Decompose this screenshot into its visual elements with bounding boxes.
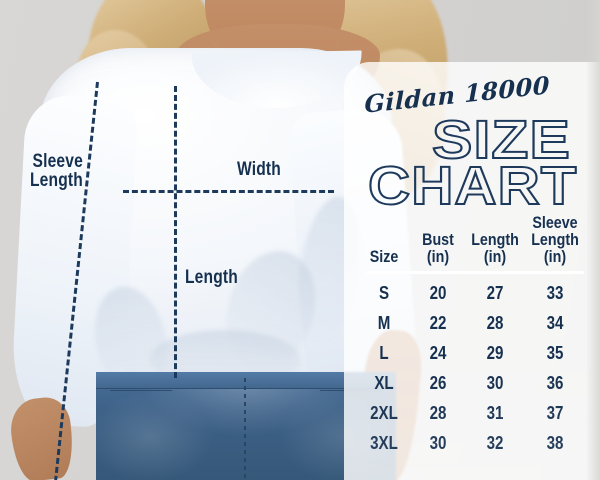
cell-sleeve: 36 — [546, 373, 564, 393]
size-chart-panel: Gildan 18000 SIZE CHART Size Bust (in) L… — [344, 62, 600, 480]
cell-size: XL — [374, 373, 394, 393]
cell-bust: 22 — [429, 313, 447, 333]
chart-title-chart: CHART — [367, 156, 578, 216]
cell-length: 30 — [486, 373, 504, 393]
cell-size: 3XL — [370, 433, 398, 453]
length-guide-line — [174, 86, 177, 378]
cell-size: 2XL — [370, 403, 398, 423]
cell-length: 28 — [486, 313, 504, 333]
table-row: 3XL 30 32 38 — [358, 433, 586, 454]
cell-length: 32 — [486, 433, 504, 453]
cell-sleeve: 34 — [546, 313, 564, 333]
cell-length: 31 — [486, 403, 504, 423]
cell-size: S — [378, 283, 390, 303]
column-header-size: Size — [369, 247, 399, 266]
cell-sleeve: 37 — [546, 403, 564, 423]
table-row: XL 26 30 36 — [358, 373, 586, 394]
cell-sleeve: 35 — [546, 343, 564, 363]
cell-size: L — [379, 343, 389, 363]
width-label: Width — [237, 159, 281, 180]
cell-sleeve: 33 — [546, 283, 564, 303]
cell-bust: 28 — [429, 403, 447, 423]
size-table: Size Bust (in) Length (in) Sleeve Length… — [358, 214, 586, 454]
table-row: M 22 28 34 — [358, 313, 586, 334]
table-row: 2XL 28 31 37 — [358, 403, 586, 424]
cell-size: M — [377, 313, 391, 333]
cell-length: 27 — [486, 283, 504, 303]
column-header-sleeve-length: Sleeve Length (in) — [531, 213, 579, 266]
right-edge-fade — [586, 0, 600, 480]
cell-bust: 26 — [429, 373, 447, 393]
cell-sleeve: 38 — [546, 433, 564, 453]
table-row: S 20 27 33 — [358, 283, 586, 304]
column-header-bust: Bust (in) — [422, 230, 454, 266]
denim-fly-seam — [244, 378, 246, 480]
denim-waistband — [96, 372, 396, 389]
header-divider — [366, 271, 584, 274]
length-label: Length — [185, 267, 238, 288]
denim-pocket-left — [110, 390, 172, 425]
column-header-length: Length (in) — [471, 230, 519, 266]
chart-title-size: SIZE — [431, 110, 571, 170]
cell-bust: 20 — [429, 283, 447, 303]
width-guide-line — [123, 190, 334, 193]
cell-length: 29 — [486, 343, 504, 363]
table-row: L 24 29 35 — [358, 343, 586, 364]
sleeve-length-label: Sleeve Length — [30, 151, 83, 192]
cell-bust: 24 — [429, 343, 447, 363]
cell-bust: 30 — [429, 433, 447, 453]
table-header-row: Size Bust (in) Length (in) Sleeve Length… — [358, 214, 586, 265]
